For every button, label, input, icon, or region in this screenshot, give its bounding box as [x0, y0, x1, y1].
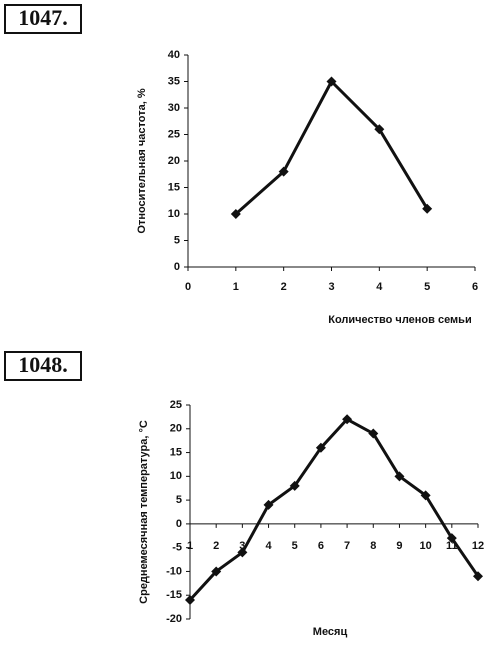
data-point — [230, 209, 241, 219]
data-point — [342, 414, 353, 425]
x-tick-label: 7 — [344, 540, 350, 552]
data-point — [278, 166, 289, 177]
y-tick-label: 0 — [176, 518, 182, 530]
data-point — [473, 571, 483, 582]
x-tick-label: 6 — [472, 281, 478, 293]
x-tick-label: 3 — [328, 281, 334, 293]
data-point — [446, 533, 457, 544]
x-tick-label: 10 — [420, 540, 432, 552]
y-tick-label: -20 — [166, 613, 182, 625]
data-line — [234, 80, 429, 216]
y-tick-label: 20 — [170, 423, 182, 435]
x-axis-title: Количество членов семьи — [328, 314, 471, 326]
data-point — [289, 480, 300, 491]
y-tick-label: 25 — [168, 128, 180, 140]
data-point — [211, 566, 222, 577]
x-tick-label: 2 — [213, 540, 219, 552]
x-tick-label: 4 — [376, 281, 383, 293]
problem-box — [4, 351, 82, 381]
y-tick-label: 10 — [170, 470, 182, 482]
y-tick-label: 25 — [170, 399, 182, 411]
x-tick-label: 12 — [472, 540, 484, 552]
y-tick-label: 30 — [168, 102, 180, 114]
data-point — [394, 471, 405, 482]
problem-number: 1048. — [18, 352, 68, 377]
x-tick-label: 3 — [239, 540, 245, 552]
problem-number: 1047. — [18, 5, 68, 30]
y-axis-title: Относительная частота, % — [136, 88, 148, 233]
y-tick-label: 40 — [168, 49, 180, 61]
data-point — [326, 76, 337, 87]
data-point — [368, 428, 379, 439]
x-tick-label: 8 — [370, 540, 376, 552]
x-tick-label: 11 — [446, 540, 458, 552]
y-tick-label: 5 — [176, 494, 182, 506]
data-point — [237, 547, 248, 558]
x-tick-label: 5 — [292, 540, 298, 552]
x-tick-label: 0 — [185, 281, 191, 293]
data-line — [188, 417, 480, 601]
data-point — [185, 594, 195, 605]
problem-box — [4, 4, 82, 34]
y-tick-label: 10 — [168, 208, 180, 220]
y-axis-title: Среднемесячная температура, °С — [138, 420, 150, 604]
y-tick-label: 20 — [168, 155, 180, 167]
y-tick-label: -15 — [166, 589, 182, 601]
data-point — [315, 442, 326, 453]
y-tick-label: 15 — [168, 181, 180, 193]
data-point — [420, 490, 431, 501]
x-tick-label: 1 — [233, 281, 239, 293]
y-tick-label: 0 — [174, 261, 180, 273]
data-point — [422, 203, 433, 214]
y-tick-label: 5 — [174, 234, 180, 246]
x-axis-title: Месяц — [313, 626, 348, 638]
x-tick-label: 6 — [318, 540, 324, 552]
y-tick-label: 15 — [170, 446, 182, 458]
x-tick-label: 1 — [187, 540, 193, 552]
x-tick-label: 9 — [396, 540, 402, 552]
y-tick-label: -10 — [166, 565, 182, 577]
x-tick-label: 4 — [265, 540, 272, 552]
x-tick-label: 5 — [424, 281, 430, 293]
y-tick-label: 35 — [168, 75, 180, 87]
x-tick-label: 2 — [281, 281, 287, 293]
data-point — [263, 499, 274, 510]
data-point — [374, 124, 385, 135]
y-tick-label: -5 — [172, 542, 182, 554]
